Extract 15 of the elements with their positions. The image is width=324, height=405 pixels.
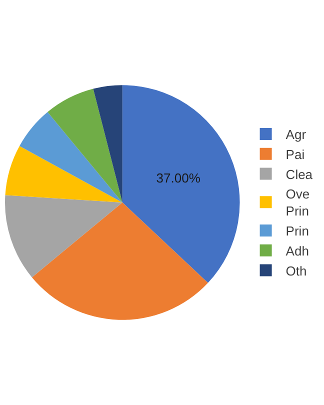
pie-slice bbox=[122, 85, 240, 283]
pie-slice bbox=[48, 88, 122, 202]
data-label: 37.00% bbox=[156, 170, 201, 186]
legend-label: Ove Prin bbox=[286, 186, 310, 219]
pie-slice bbox=[93, 85, 122, 202]
pie-slice bbox=[5, 195, 122, 278]
legend-label: Clea bbox=[286, 166, 314, 182]
legend-label: Pai bbox=[286, 146, 305, 162]
legend-label: Agr bbox=[286, 127, 307, 142]
legend-label: Oth bbox=[286, 263, 307, 278]
pie-slice bbox=[32, 202, 208, 320]
pie-slice bbox=[5, 146, 122, 202]
legend-label: Prin bbox=[286, 224, 309, 239]
pie-slice bbox=[20, 112, 122, 202]
legend-label: Adh bbox=[286, 243, 309, 258]
